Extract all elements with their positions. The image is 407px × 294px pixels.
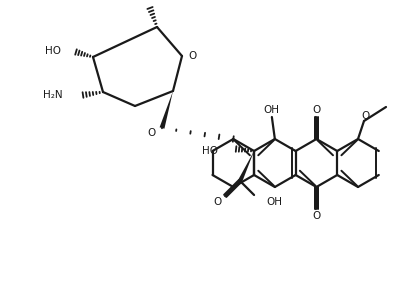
Text: O: O [361, 111, 369, 121]
Text: H₂N: H₂N [44, 90, 63, 100]
Text: HO: HO [202, 146, 218, 156]
Text: OH: OH [264, 105, 280, 115]
Text: OH: OH [266, 197, 282, 207]
Text: O: O [188, 51, 196, 61]
Text: O: O [213, 197, 221, 207]
Text: O: O [312, 211, 321, 221]
Polygon shape [238, 151, 254, 182]
Text: O: O [148, 128, 156, 138]
Text: O: O [312, 105, 321, 115]
Text: HO: HO [45, 46, 61, 56]
Polygon shape [160, 91, 173, 129]
